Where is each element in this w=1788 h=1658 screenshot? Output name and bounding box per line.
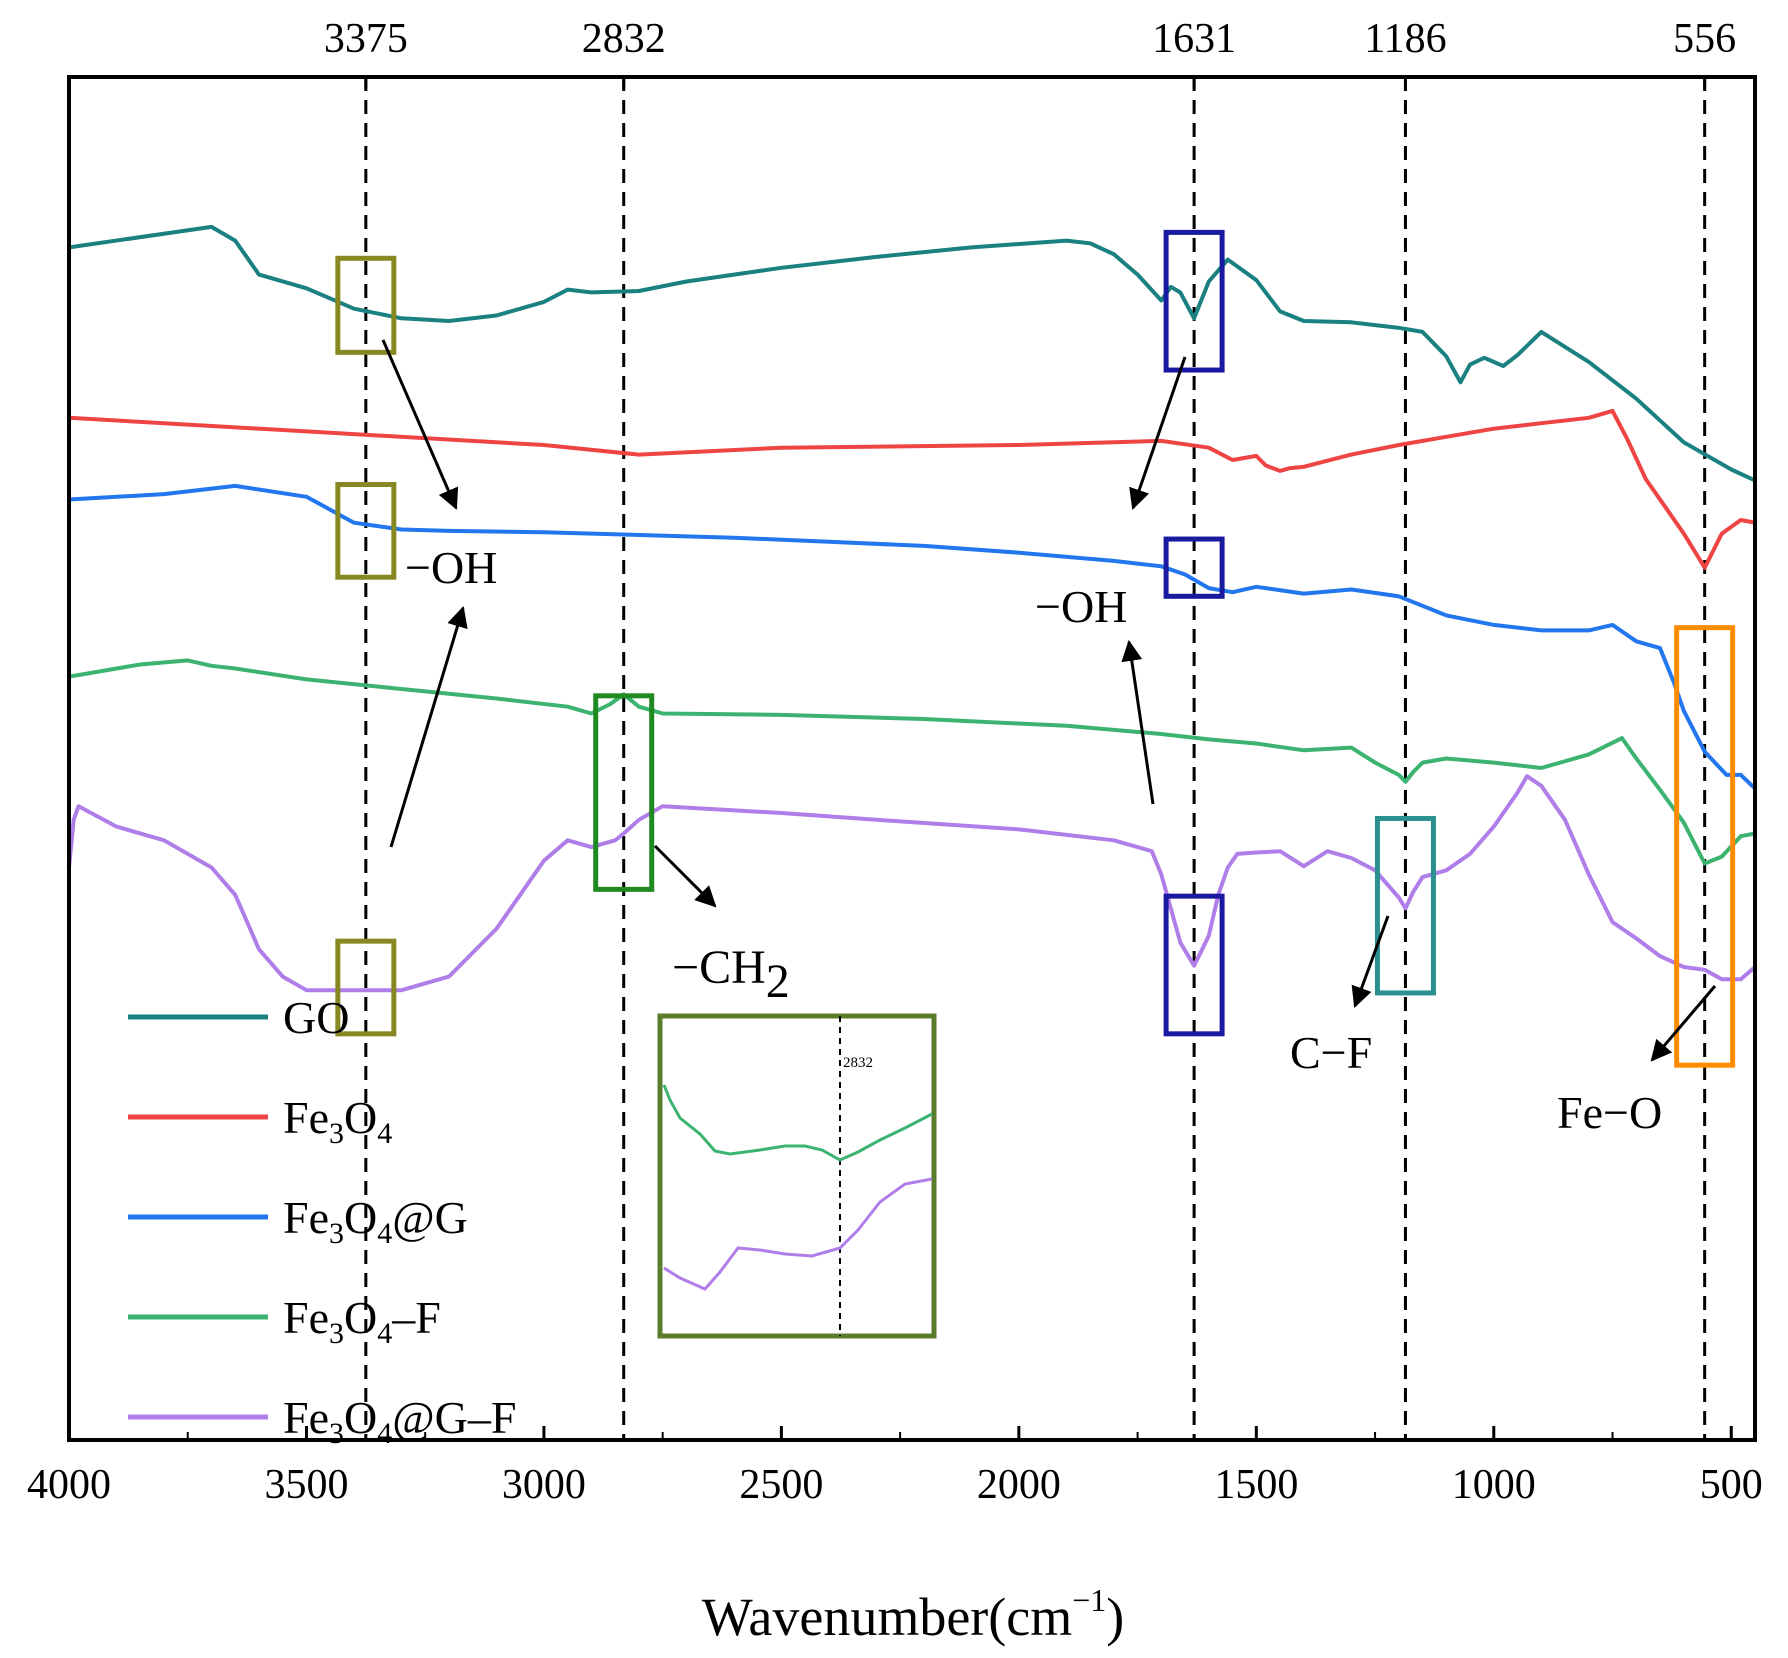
label-feo: Fe−O xyxy=(1557,1087,1662,1138)
x-tick-label-1500: 1500 xyxy=(1214,1462,1298,1508)
peak-label-2832: 2832 xyxy=(582,16,666,62)
inset-zoom: 2832 xyxy=(657,1013,937,1339)
x-tick-label-2500: 2500 xyxy=(739,1462,823,1508)
series-line-fe3o4 xyxy=(69,408,1755,570)
series-group xyxy=(69,224,1755,993)
highlight-box-3375-1 xyxy=(335,482,397,580)
x-tick-label-2000: 2000 xyxy=(977,1462,1061,1508)
arrow-feo xyxy=(1650,985,1717,1062)
x-tick-label-500: 500 xyxy=(1700,1462,1763,1508)
arrow-oh-gf-to-feg xyxy=(389,605,468,848)
series-line-fe3o4-g xyxy=(69,483,1755,790)
legend: GO Fe3O4 Fe3O4@G Fe3O4–F Fe3O4@G–F xyxy=(128,992,516,1450)
legend-label-fe3o4: Fe3O4 xyxy=(283,1092,392,1150)
highlight-box-1186-7 xyxy=(1374,815,1436,996)
series-line-go xyxy=(69,224,1755,483)
inset-tick-label: 2832 xyxy=(843,1055,873,1071)
x-axis: 4000 3500 3000 2500 2000 1500 1000 500 xyxy=(27,1426,1763,1508)
x-tick-label-3000: 3000 xyxy=(502,1462,586,1508)
annotation-boxes xyxy=(335,229,1736,1068)
annotation-arrows xyxy=(381,339,1717,1062)
peak-label-1186: 1186 xyxy=(1364,16,1446,62)
legend-label-fe3o4-f: Fe3O4–F xyxy=(283,1292,441,1350)
legend-label-fe3o4-g-f: Fe3O4@G–F xyxy=(283,1392,516,1450)
inset-line-fe3o4-g-f xyxy=(663,1177,933,1291)
label-ch2: −CH2 xyxy=(672,941,790,1008)
arrow-ch2 xyxy=(653,844,717,908)
peak-labels: 3375 2832 1631 1186 556 xyxy=(324,16,1736,62)
inset-frame xyxy=(657,1013,937,1339)
arrow-oh-go-to-feg xyxy=(381,339,459,510)
arrow-oh-go-right xyxy=(1129,356,1187,510)
highlight-box-2832-3 xyxy=(593,693,655,892)
highlight-box-556-8 xyxy=(1674,625,1736,1068)
highlight-box-1631-6 xyxy=(1163,893,1225,1037)
legend-label-go: GO xyxy=(283,992,349,1043)
arrow-oh-gf-right xyxy=(1121,639,1155,805)
peak-label-556: 556 xyxy=(1673,16,1736,62)
highlight-box-3375-0 xyxy=(335,255,397,355)
reference-lines xyxy=(364,77,1707,1440)
label-cf: C−F xyxy=(1290,1027,1372,1078)
arrow-cf xyxy=(1351,915,1390,1008)
legend-label-fe3o4-g: Fe3O4@G xyxy=(283,1192,468,1250)
highlight-box-1631-4 xyxy=(1163,229,1225,373)
x-tick-label-3500: 3500 xyxy=(264,1462,348,1508)
plot-frame xyxy=(67,75,1757,1442)
series-line-fe3o4-g-f xyxy=(69,774,1755,993)
highlight-box-1631-5 xyxy=(1163,536,1225,599)
label-oh-right: −OH xyxy=(1035,581,1127,632)
label-oh-left: −OH xyxy=(405,542,497,593)
x-tick-label-1000: 1000 xyxy=(1452,1462,1536,1508)
series-line-fe3o4-f xyxy=(69,658,1755,866)
x-tick-label-4000: 4000 xyxy=(27,1462,111,1508)
inset-line-fe3o4-f xyxy=(662,1084,933,1162)
peak-label-1631: 1631 xyxy=(1152,16,1236,62)
peak-label-3375: 3375 xyxy=(324,16,408,62)
x-axis-title: Wavenumber(cm−1) xyxy=(702,1582,1125,1647)
highlight-box-3375-2 xyxy=(335,938,397,1037)
